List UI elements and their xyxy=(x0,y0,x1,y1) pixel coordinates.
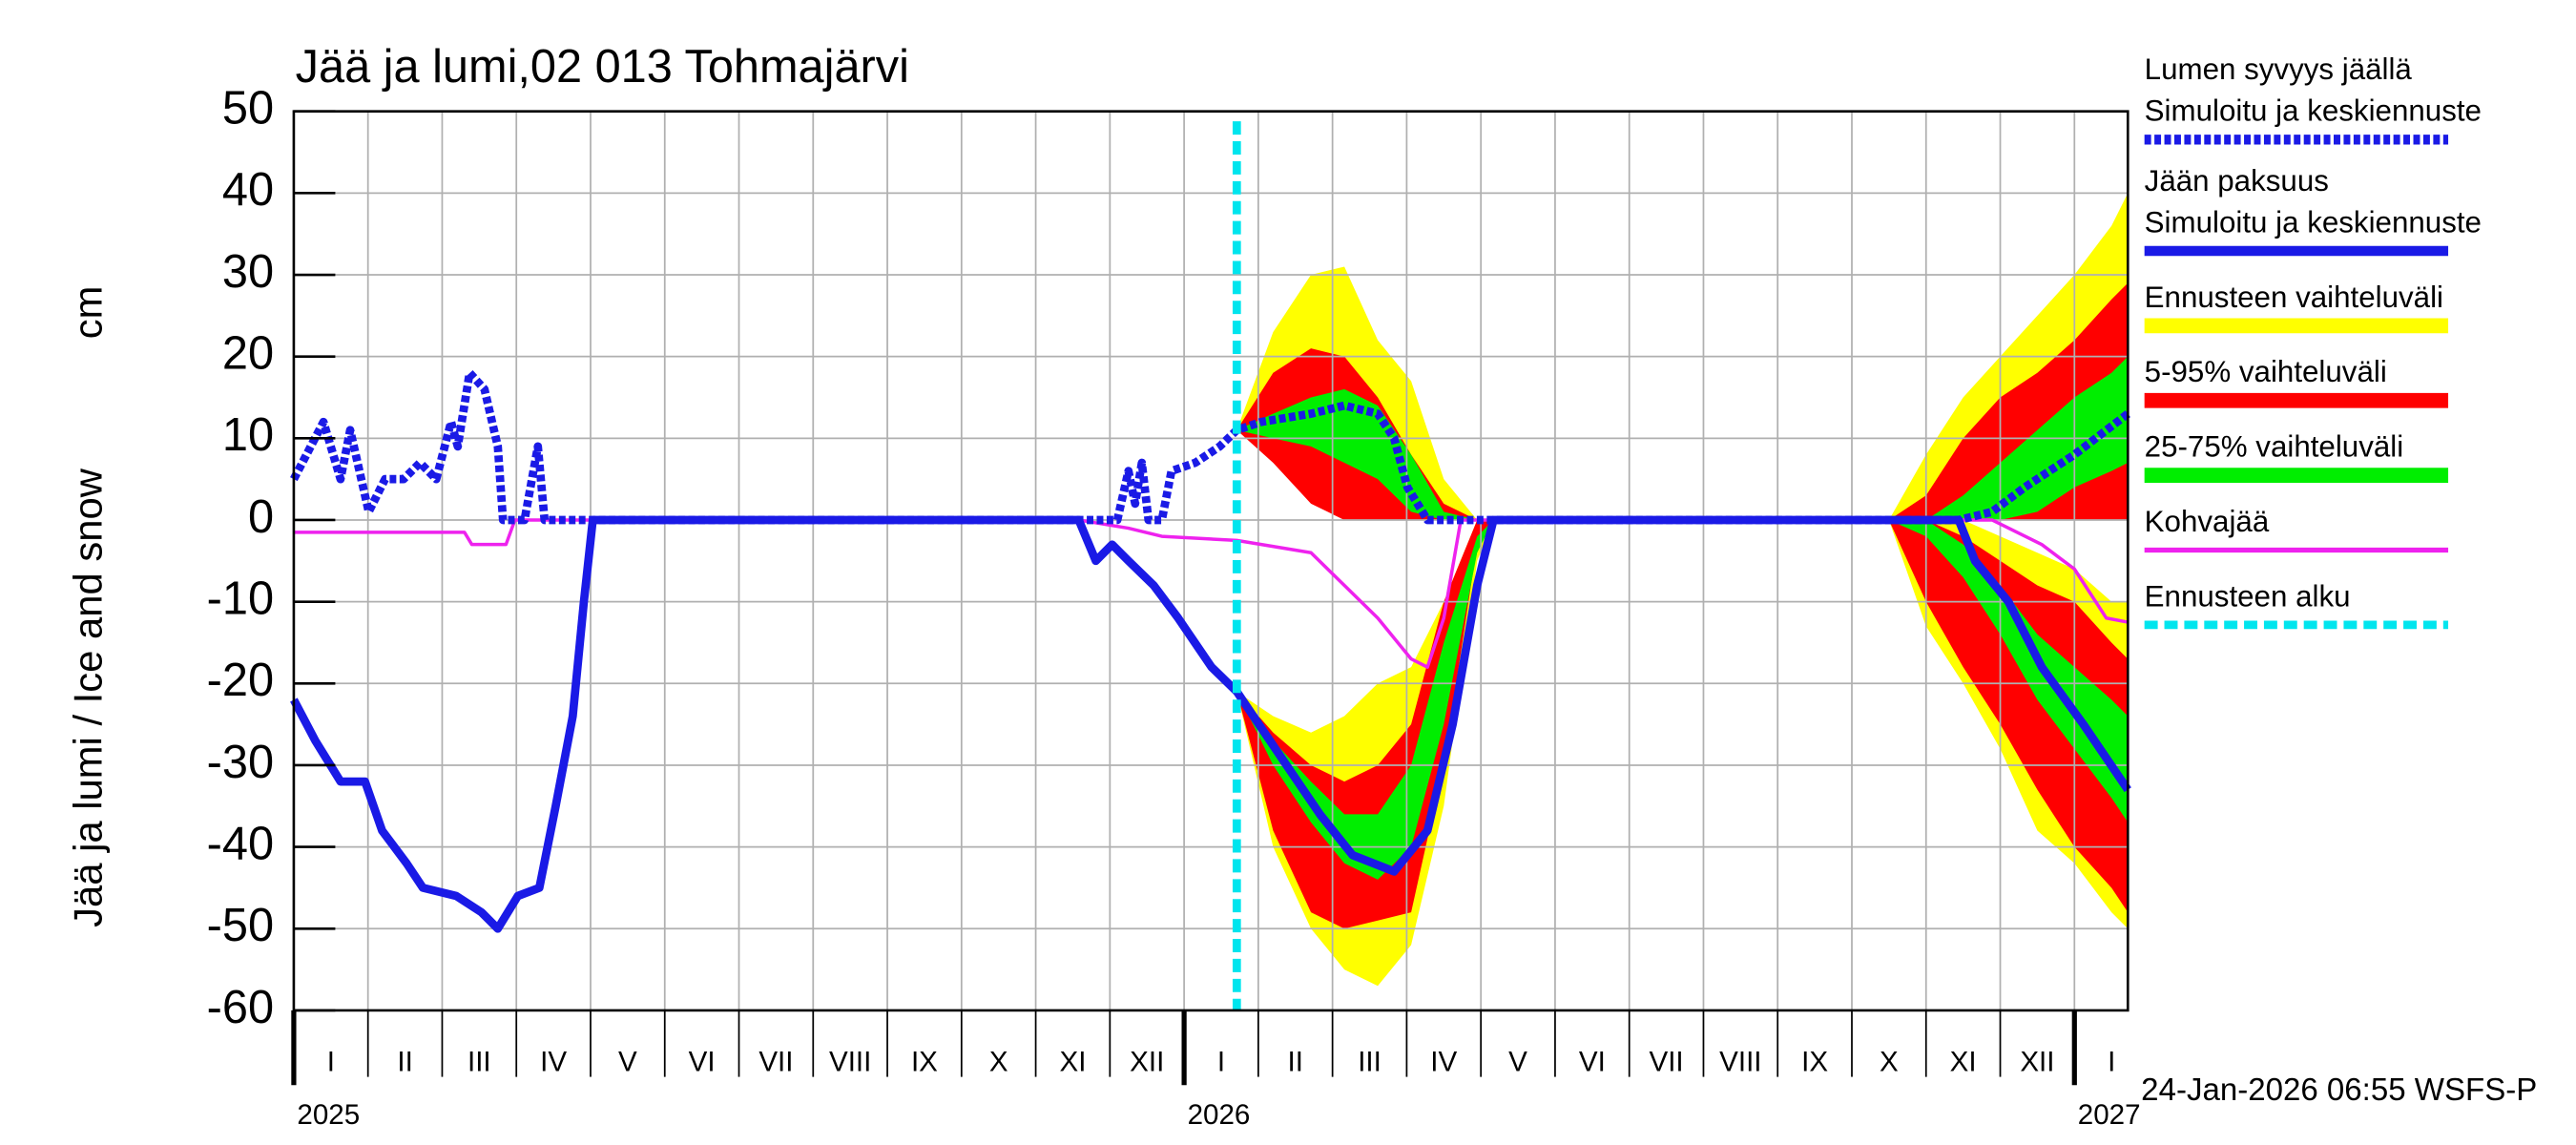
y-axis-unit: cm xyxy=(66,286,111,340)
x-tick-label: IV xyxy=(1430,1046,1457,1077)
x-tick-label: I xyxy=(1217,1046,1225,1077)
series-line xyxy=(293,518,2129,669)
x-tick-label: V xyxy=(618,1046,637,1077)
series-line xyxy=(290,515,2131,933)
legend-label: 5-95% vaihteluväli xyxy=(2145,355,2387,388)
legend-label: Ennusteen vaihteluväli xyxy=(2145,281,2443,314)
y-axis-label: Jää ja lumi / Ice and snow xyxy=(66,468,111,927)
x-tick-label: IV xyxy=(540,1046,567,1077)
legend: Lumen syvyys jäällä Simuloitu ja keskienn… xyxy=(2144,52,2482,630)
year-tick-label: 2025 xyxy=(297,1099,360,1131)
lines xyxy=(290,121,2131,1010)
y-tick-label: 40 xyxy=(222,164,274,216)
y-tick-label: -30 xyxy=(207,737,274,788)
x-tick-label: XI xyxy=(1950,1046,1977,1077)
year-tick-label: 2027 xyxy=(2078,1099,2141,1131)
band-area xyxy=(1888,519,2129,913)
x-tick-label: XII xyxy=(2020,1046,2054,1077)
x-tick-label: IX xyxy=(911,1046,938,1077)
y-tick-label: 20 xyxy=(222,328,274,380)
x-tick-label: VI xyxy=(1579,1046,1606,1077)
y-tick-label: 30 xyxy=(222,246,274,298)
y-tick-label: 0 xyxy=(248,491,274,543)
x-tick-label: VII xyxy=(1650,1046,1684,1077)
chart-title: Jää ja lumi,02 013 Tohmajärvi xyxy=(296,41,909,93)
legend-label: Kohvajää xyxy=(2145,505,2270,538)
series-line xyxy=(290,368,2130,525)
x-tick-label: VIII xyxy=(1719,1046,1761,1077)
timestamp: 24-Jan-2026 06:55 WSFS-P xyxy=(2141,1072,2537,1108)
band-area xyxy=(1236,388,1494,520)
y-tick-label: -10 xyxy=(207,572,274,624)
legend-label: Simuloitu ja keskiennuste xyxy=(2145,205,2482,239)
x-tick-label: V xyxy=(1508,1046,1527,1077)
x-tick-label: I xyxy=(327,1046,335,1077)
x-tick-label: XII xyxy=(1130,1046,1164,1077)
y-tick-label: -50 xyxy=(207,900,274,951)
y-tick-label: 10 xyxy=(222,409,274,461)
legend-label: 25-75% vaihteluväli xyxy=(2145,430,2404,464)
x-tick-label: II xyxy=(1288,1046,1303,1077)
legend-label: Jään paksuus xyxy=(2145,164,2329,198)
x-tick-label: III xyxy=(467,1046,491,1077)
y-tick-label: -60 xyxy=(207,982,274,1033)
x-tick-label: X xyxy=(989,1046,1008,1077)
plot-frame xyxy=(292,110,2129,1012)
x-tick-label: IX xyxy=(1801,1046,1828,1077)
legend-label: Ennusteen alku xyxy=(2145,579,2351,613)
x-tick-label: II xyxy=(397,1046,412,1077)
y-tick-label: 50 xyxy=(222,83,274,135)
legend-label: Lumen syvyys jäällä xyxy=(2145,52,2413,86)
x-tick-label: X xyxy=(1880,1046,1899,1077)
x-tick-label: VI xyxy=(689,1046,716,1077)
x-tick-label: VII xyxy=(758,1046,793,1077)
legend-label: Simuloitu ja keskiennuste xyxy=(2145,94,2482,128)
band-area xyxy=(1888,356,2129,520)
y-tick-label: -20 xyxy=(207,655,274,706)
x-tick-label: XI xyxy=(1059,1046,1086,1077)
x-tick-label: VIII xyxy=(829,1046,871,1077)
year-tick-label: 2026 xyxy=(1188,1099,1251,1131)
x-tick-label: III xyxy=(1358,1046,1381,1077)
x-tick-label: I xyxy=(2108,1046,2115,1077)
y-tick-label: -40 xyxy=(207,818,274,869)
